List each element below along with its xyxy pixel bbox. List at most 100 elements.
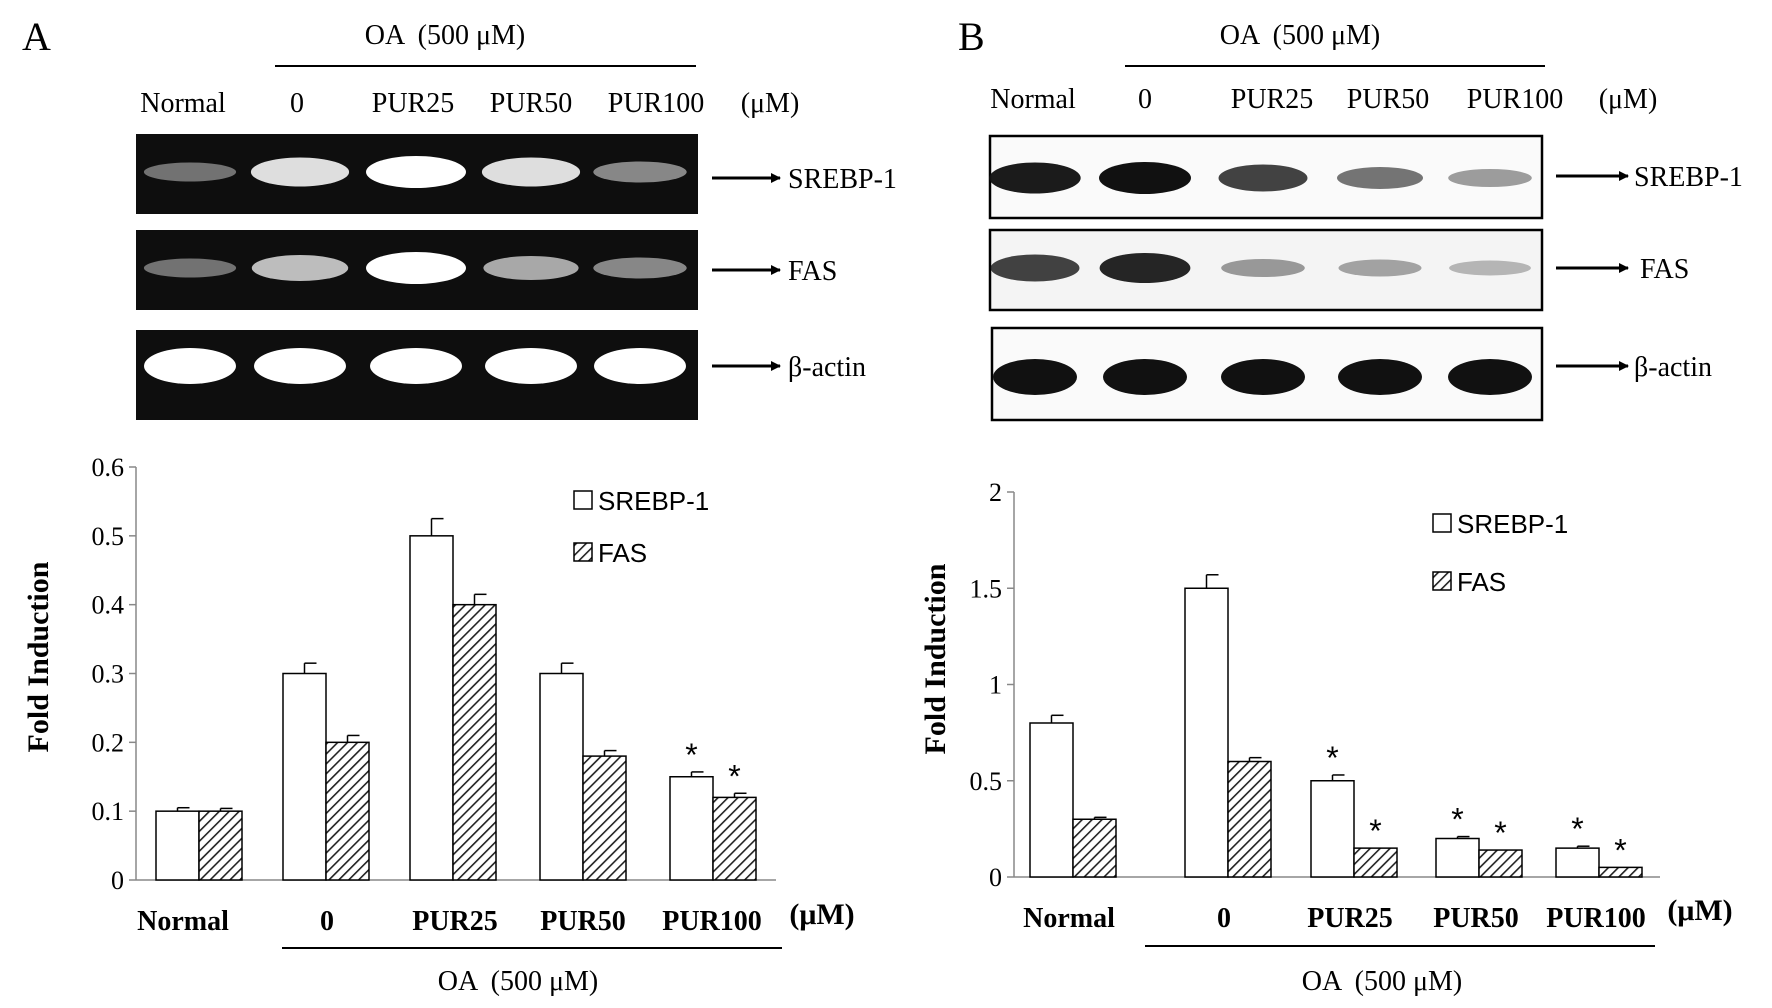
y-tick-label: 0.2	[92, 728, 125, 757]
y-tick-label: 0.6	[92, 453, 125, 482]
x-category-labels-b: Normal 0 PUR25 PUR50 PUR100 (μM)	[1023, 894, 1733, 934]
blot-band	[1338, 359, 1422, 395]
blot-unit-label: (μM)	[1599, 84, 1658, 115]
band-label-beta-actin: β-actin	[1634, 352, 1712, 383]
gel-band	[370, 348, 462, 384]
blot-band	[1338, 259, 1422, 277]
bar	[452, 603, 497, 881]
panel-letter-a: A	[22, 14, 51, 59]
bar	[409, 535, 454, 881]
significance-marker: *	[1614, 832, 1626, 868]
treatment-label-top-b: OA (500 μM)	[1220, 20, 1380, 51]
bar	[582, 755, 627, 881]
y-tick-label: 0.3	[92, 660, 125, 689]
blot-lane-label: PUR25	[1231, 84, 1313, 115]
gel-band	[481, 157, 581, 187]
gel-band	[366, 252, 466, 284]
gel-band	[593, 257, 687, 279]
bar	[539, 672, 584, 881]
significance-marker: *	[1571, 811, 1583, 847]
x-tick-label: 0	[1217, 903, 1231, 934]
y-tick-label: 0.5	[970, 767, 1003, 796]
x-tick-label: 0	[320, 906, 334, 937]
legend-swatch-srebp1	[1432, 513, 1452, 533]
bar	[712, 796, 757, 881]
y-tick-label: 1	[989, 671, 1002, 700]
band-label-beta-actin: β-actin	[788, 352, 866, 383]
y-axis-label-a: Fold Induction	[22, 561, 55, 752]
gel-band	[143, 258, 237, 278]
blot-lane-labels-a: Normal 0 PUR25 PUR50 PUR100 (μM)	[140, 88, 799, 119]
blot-lane-label: PUR100	[608, 88, 704, 119]
bar	[1353, 847, 1398, 878]
y-ticks-b: 0 0.5 1 1.5 2	[970, 478, 1014, 892]
blot-band	[989, 162, 1081, 194]
bar-chart-b: Fold Induction 0 0.5 1 1.5 2 * * * * * * Normal 0…	[919, 478, 1733, 997]
band-label-srebp1: SREBP-1	[1634, 162, 1743, 193]
blot-lane-label: PUR50	[1347, 84, 1429, 115]
y-axis-label-b: Fold Induction	[919, 563, 952, 754]
gel-band	[483, 256, 579, 280]
y-tick-label: 0.1	[92, 797, 125, 826]
blot-band	[1221, 259, 1305, 277]
gel-band	[594, 348, 686, 384]
treatment-label-top-a: OA (500 μM)	[365, 20, 525, 51]
panel-a: A OA (500 μM) Normal 0 PUR25 PUR50 PUR10…	[22, 14, 897, 997]
y-tick-label: 0	[989, 863, 1002, 892]
x-tick-label: Normal	[1023, 903, 1115, 934]
legend-swatch-fas	[1432, 571, 1452, 591]
panel-b: B OA (500 μM) Normal 0 PUR25 PUR50 PUR10…	[919, 14, 1743, 997]
legend-swatch-srebp1	[573, 490, 593, 510]
x-axis-label-a: OA (500 μM)	[438, 966, 598, 997]
bar	[1478, 849, 1523, 878]
y-tick-label: 0	[111, 866, 124, 895]
bar	[1435, 837, 1480, 878]
blot-band	[1337, 167, 1423, 189]
significance-marker: *	[685, 737, 697, 773]
blot-lane-label: PUR25	[372, 88, 454, 119]
bar	[1227, 760, 1272, 878]
blot-lane-label: PUR50	[490, 88, 572, 119]
gel-band	[250, 157, 350, 187]
x-tick-label: PUR25	[1307, 903, 1393, 934]
bar	[1029, 722, 1074, 878]
gel-band	[485, 348, 577, 384]
blot-lane-label: 0	[290, 88, 304, 119]
bar	[1555, 847, 1600, 878]
bar	[282, 672, 327, 881]
y-tick-label: 1.5	[970, 574, 1003, 603]
blot-band	[1103, 359, 1187, 395]
bar-chart-a: Fold Induction 00.10.20.30.40.50.6 ** No…	[22, 453, 855, 997]
blot-band	[1221, 359, 1305, 395]
legend-label-fas: FAS	[1457, 567, 1506, 597]
blot-lane-labels-b: Normal 0 PUR25 PUR50 PUR100 (μM)	[990, 84, 1657, 115]
x-unit-label: (μM)	[1667, 894, 1732, 927]
gel-band	[593, 161, 687, 183]
y-tick-label: 0.5	[92, 522, 125, 551]
blot-band-labels-b: SREBP-1 FAS β-actin	[1556, 162, 1743, 383]
bar	[325, 741, 370, 881]
bar	[1184, 587, 1229, 878]
y-tick-label: 2	[989, 478, 1002, 507]
band-label-fas: FAS	[1640, 254, 1689, 285]
legend-swatch-fas	[573, 542, 593, 562]
blot-lane-label: 0	[1138, 84, 1152, 115]
blot-strip-fas	[988, 228, 1544, 312]
significance-marker: *	[1369, 813, 1381, 849]
gel-band	[144, 348, 236, 384]
x-axis-label-b: OA (500 μM)	[1302, 966, 1462, 997]
gel-band	[251, 255, 349, 281]
x-unit-label: (μM)	[789, 898, 854, 931]
x-tick-label: PUR50	[540, 906, 626, 937]
bars-b: * * * * * *	[1029, 574, 1643, 878]
blot-band	[1449, 260, 1531, 276]
blot-band	[1448, 169, 1532, 187]
x-tick-label: PUR100	[662, 906, 762, 937]
panel-letter-b: B	[958, 14, 985, 59]
bar	[669, 776, 714, 881]
blot-band	[1099, 253, 1191, 283]
significance-marker: *	[1494, 815, 1506, 851]
blot-band-labels-a: SREBP-1 FAS β-actin	[712, 164, 897, 383]
gel-blot-a	[136, 134, 698, 420]
